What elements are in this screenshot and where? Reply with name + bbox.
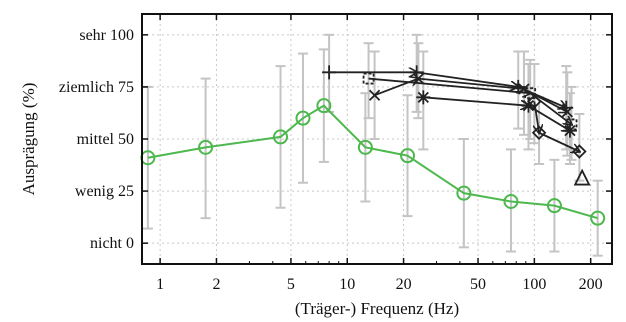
data-point-circle bbox=[198, 139, 214, 155]
x-tick-label: 20 bbox=[396, 276, 412, 293]
data-point-diamond bbox=[572, 144, 587, 159]
x-tick-label: 50 bbox=[470, 276, 486, 293]
data-point-star bbox=[562, 123, 577, 138]
data-point-x bbox=[518, 83, 530, 95]
x-tick-label: 200 bbox=[579, 276, 603, 293]
data-point-square bbox=[565, 118, 578, 131]
y-tick-label: wenig 25 bbox=[75, 183, 134, 200]
data-point-circle bbox=[400, 148, 416, 164]
series-arrow bbox=[423, 96, 528, 105]
series-arrow bbox=[416, 71, 519, 87]
data-point-circle bbox=[503, 194, 519, 209]
data-point-x bbox=[561, 106, 573, 118]
data-point-circle bbox=[546, 198, 562, 214]
x-tick-label: 5 bbox=[287, 276, 295, 293]
y-tick-label: sehr 100 bbox=[79, 27, 134, 44]
data-point-star bbox=[416, 90, 431, 105]
data-point-circle bbox=[316, 98, 332, 114]
y-axis-label: Ausprägung (%) bbox=[19, 83, 38, 196]
ticks: 1 2 5 10 20 50 100 200 nicht 0 wenig 25 mittel 50 z… bbox=[59, 14, 612, 293]
data-point-circle bbox=[357, 139, 373, 155]
y-tick-label: ziemlich 75 bbox=[59, 79, 134, 96]
x-axis-label: (Träger-) Frequenz (Hz) bbox=[295, 299, 459, 318]
x-tick-label: 2 bbox=[212, 276, 220, 293]
series-arrow bbox=[374, 79, 419, 97]
data-point-triangle bbox=[573, 168, 591, 186]
series-arrow bbox=[368, 77, 531, 94]
data-point-diamond bbox=[531, 125, 547, 141]
data-point-x bbox=[412, 72, 425, 85]
data-point-x bbox=[368, 89, 381, 101]
series-arrow bbox=[538, 131, 579, 152]
data-point-plus bbox=[322, 65, 337, 80]
y-tick-label: mittel 50 bbox=[77, 131, 134, 148]
series-markers bbox=[140, 65, 606, 226]
data-point-square bbox=[524, 87, 537, 100]
x-tick-label: 100 bbox=[522, 276, 546, 293]
series-arrow bbox=[418, 77, 524, 89]
data-point-circle bbox=[590, 210, 606, 226]
y-tick-label: nicht 0 bbox=[90, 235, 134, 252]
x-tick-label: 10 bbox=[339, 276, 355, 293]
x-tick-label: 1 bbox=[156, 276, 164, 293]
data-point-star bbox=[521, 98, 536, 113]
data-point-circle bbox=[456, 185, 472, 201]
data-point-circle bbox=[273, 129, 289, 145]
data-point-square bbox=[362, 72, 375, 85]
series-line bbox=[147, 104, 598, 220]
data-point-diamond bbox=[527, 94, 542, 109]
data-point-circle bbox=[295, 110, 311, 126]
